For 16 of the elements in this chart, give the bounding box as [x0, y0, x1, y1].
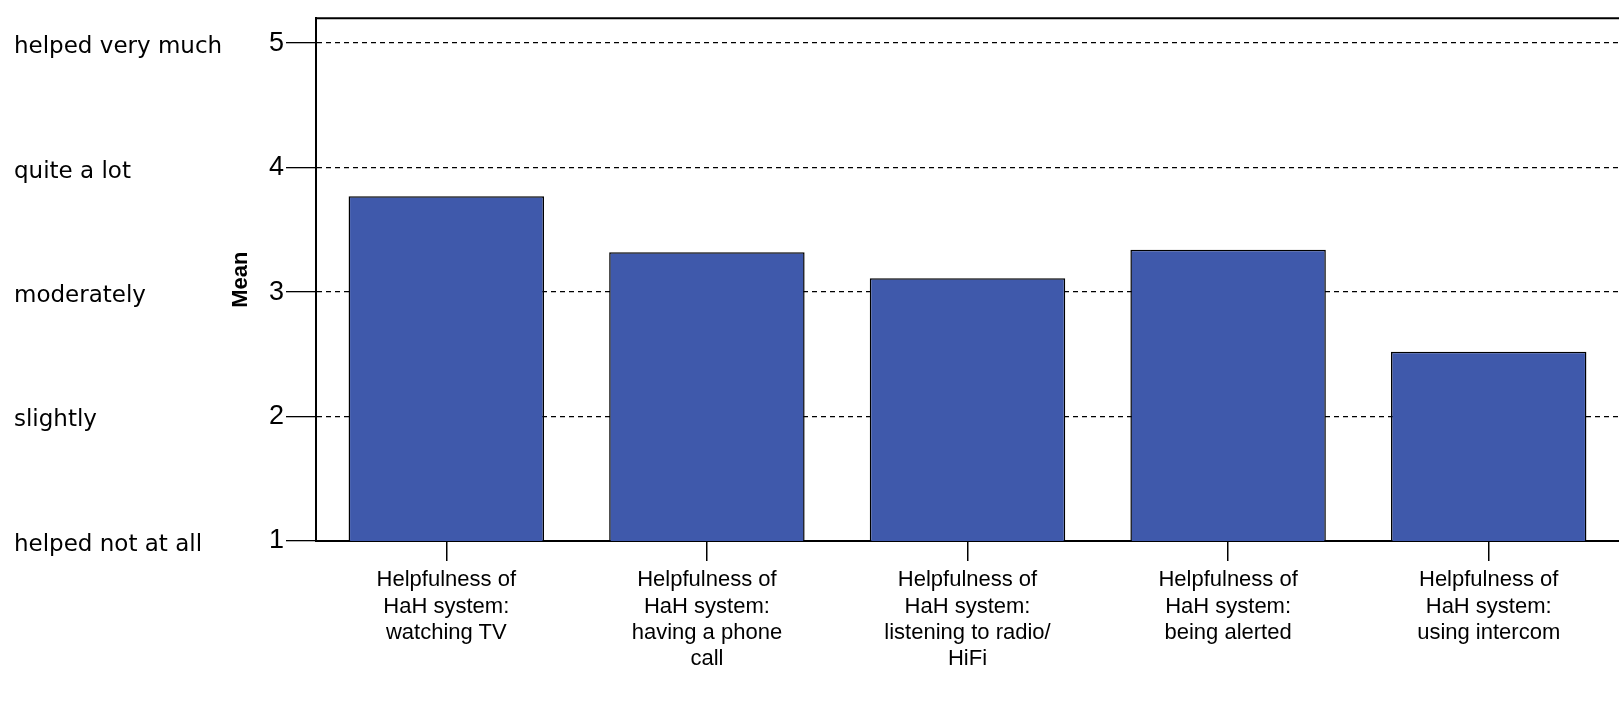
text: helped very much	[14, 32, 223, 59]
y-tick-label: 5	[268, 26, 284, 57]
y-tick-label: 1	[268, 524, 284, 555]
x-tick-label: Helpfulness of HaH system: using intercom	[1417, 566, 1561, 645]
y-tick-label: 3	[268, 275, 284, 306]
y-tick-label: 2	[268, 399, 284, 430]
y-tick-label: 4	[268, 151, 284, 182]
x-tick-label: Helpfulness of HaH system: being alerted	[1158, 566, 1299, 645]
text: quite a lot	[14, 156, 131, 183]
x-tick-label: Helpfulness of HaH system: having a phone call	[631, 566, 783, 671]
x-tick-label: Helpfulness of HaH system: watching TV	[376, 566, 517, 645]
text: helped not at all	[14, 529, 203, 556]
y-axis-title: Mean	[227, 251, 253, 308]
x-tick-label: Helpfulness of HaH system: listening to radio/ HiFi	[884, 566, 1052, 671]
text: slightly	[14, 405, 97, 432]
text: moderately	[14, 281, 146, 308]
